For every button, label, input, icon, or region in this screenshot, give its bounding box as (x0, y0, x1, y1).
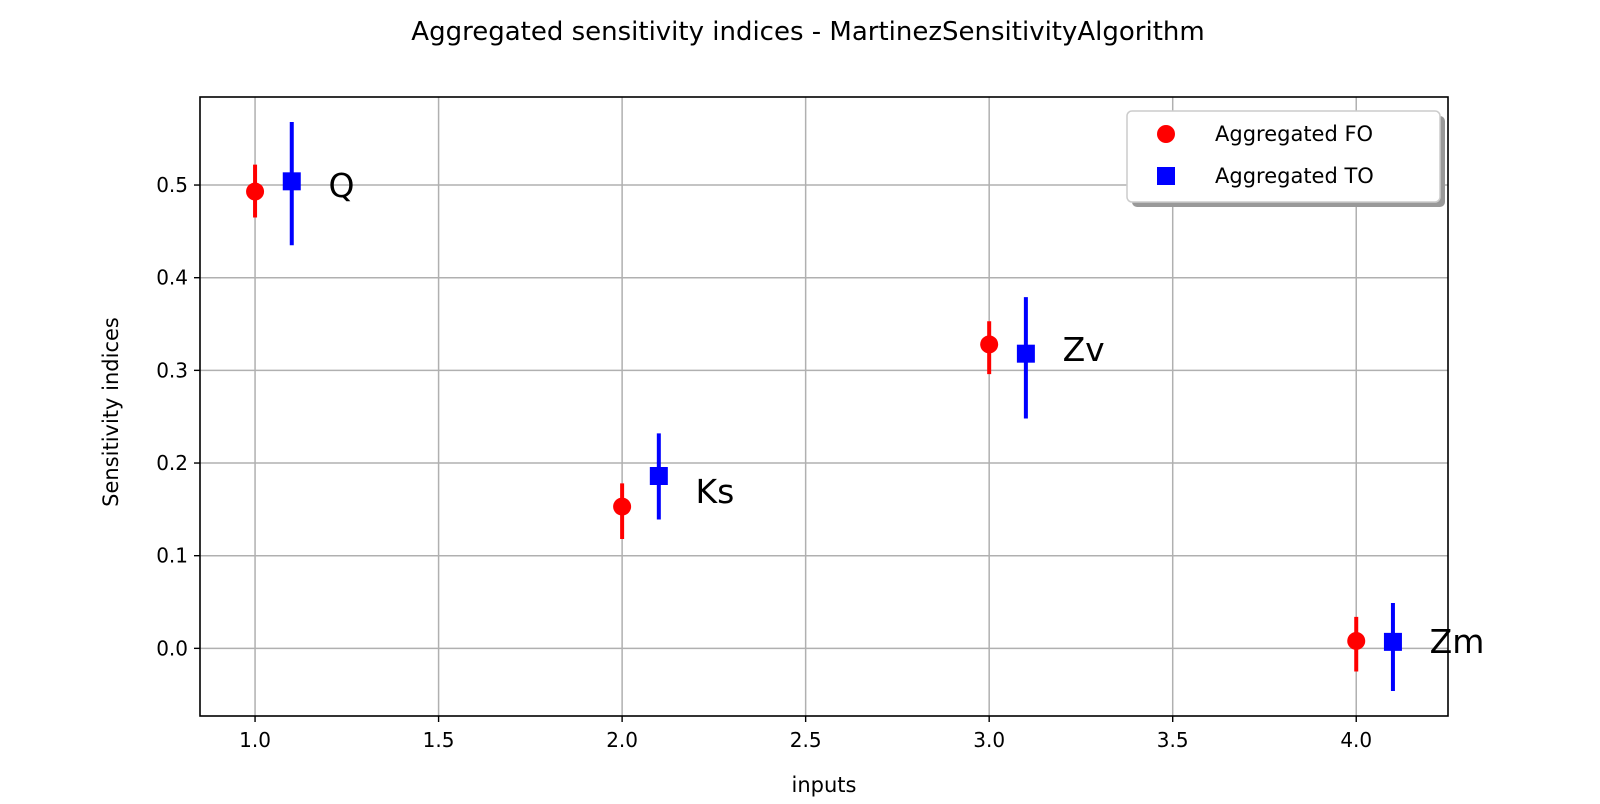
data-layer (246, 122, 1402, 691)
x-tick-label: 1.5 (423, 728, 455, 752)
y-axis-title: Sensitivity indices (99, 317, 123, 507)
data-point-fo (246, 182, 265, 201)
legend-marker-to (1157, 167, 1175, 185)
x-tick-label: 3.0 (973, 728, 1005, 752)
data-point-fo (980, 335, 999, 354)
data-point-fo (613, 497, 632, 516)
legend-label: Aggregated TO (1215, 164, 1374, 188)
data-point-to (649, 466, 668, 485)
y-tick-label: 0.3 (156, 358, 188, 382)
legend: Aggregated FO Aggregated TO (1126, 110, 1445, 207)
chart-title: Aggregated sensitivity indices - Martine… (411, 17, 1204, 47)
point-label: Q (328, 166, 354, 205)
point-label: Zm (1430, 622, 1485, 661)
x-tick-label: 1.0 (239, 728, 271, 752)
x-tick-label: 3.5 (1157, 728, 1189, 752)
y-tick-label: 0.0 (156, 636, 188, 660)
legend-marker-fo (1157, 125, 1175, 143)
x-axis-title: inputs (792, 773, 857, 797)
y-tick-label: 0.2 (156, 451, 188, 475)
tick-layer: 1.0 1.5 2.0 2.5 3.0 3.5 4.0 0.0 0.1 0.2 0.3 0.4 0.5 (156, 173, 1372, 752)
y-tick-label: 0.5 (156, 173, 188, 197)
x-tick-label: 2.5 (790, 728, 822, 752)
x-tick-label: 4.0 (1340, 728, 1372, 752)
y-tick-label: 0.4 (156, 266, 188, 290)
data-point-to (1383, 632, 1402, 651)
plot-frame (199, 96, 1449, 717)
point-label: Zv (1063, 330, 1105, 369)
x-tick-label: 2.0 (606, 728, 638, 752)
data-point-to (282, 172, 301, 191)
legend-box (1126, 110, 1441, 203)
legend-label: Aggregated FO (1215, 122, 1373, 146)
point-label-layer: Q Ks Zv Zm (328, 166, 1484, 661)
data-point-fo (1347, 631, 1366, 650)
data-point-to (1016, 344, 1035, 363)
point-label: Ks (696, 472, 735, 511)
y-tick-label: 0.1 (156, 544, 188, 568)
